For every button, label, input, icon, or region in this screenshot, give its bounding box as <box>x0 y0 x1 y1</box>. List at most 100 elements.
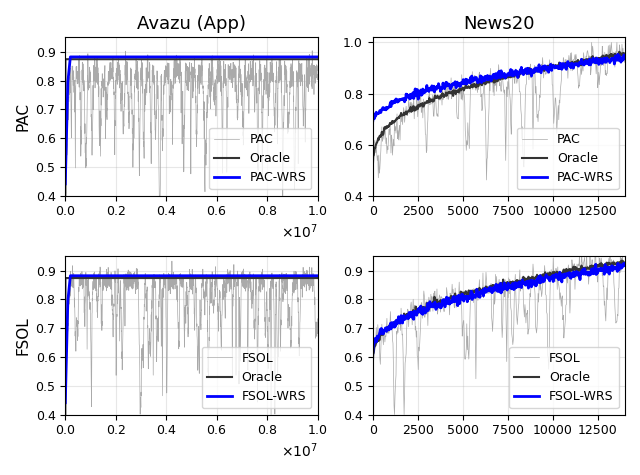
FSOL <box>520 300 527 305</box>
PAC <box>576 74 584 80</box>
FSOL-WRS <box>303 273 311 279</box>
Oracle <box>307 57 314 62</box>
PAC-WRS <box>490 72 498 78</box>
PAC-WRS <box>303 54 311 60</box>
FSOL-WRS <box>506 285 513 290</box>
Line: FSOL: FSOL <box>372 249 625 415</box>
FSOL <box>314 316 321 322</box>
Line: FSOL: FSOL <box>65 261 317 415</box>
Oracle <box>177 275 185 281</box>
PAC <box>616 46 624 52</box>
Oracle <box>575 266 583 272</box>
Oracle <box>490 282 498 288</box>
Oracle <box>260 275 268 281</box>
PAC-WRS <box>194 54 202 60</box>
Line: PAC: PAC <box>372 42 625 180</box>
FSOL <box>621 260 629 266</box>
FSOL <box>184 334 192 340</box>
PAC-WRS <box>621 54 629 59</box>
Oracle <box>61 57 69 62</box>
PAC-WRS <box>614 51 622 57</box>
FSOL-WRS <box>296 273 303 279</box>
FSOL-WRS <box>614 260 622 266</box>
Line: Oracle: Oracle <box>65 59 317 311</box>
PAC <box>483 177 490 183</box>
PAC <box>588 39 595 45</box>
FSOL <box>576 268 584 274</box>
PAC-WRS <box>61 181 69 187</box>
Oracle <box>307 57 314 62</box>
Oracle <box>621 52 629 57</box>
FSOL-WRS <box>616 264 623 269</box>
PAC-WRS <box>314 54 321 60</box>
Oracle <box>260 57 268 62</box>
Line: FSOL-WRS: FSOL-WRS <box>65 276 317 403</box>
Title: Avazu (App): Avazu (App) <box>137 15 246 33</box>
PAC <box>74 73 82 79</box>
Oracle <box>369 166 376 171</box>
Oracle <box>506 73 513 79</box>
Line: Oracle: Oracle <box>65 278 317 475</box>
FSOL <box>307 276 314 281</box>
Line: PAC-WRS: PAC-WRS <box>372 54 625 121</box>
PAC <box>520 160 527 166</box>
Line: Oracle: Oracle <box>372 52 625 169</box>
PAC-WRS <box>123 54 131 60</box>
Oracle <box>314 275 321 281</box>
FSOL <box>591 246 599 252</box>
Title: News20: News20 <box>463 15 534 33</box>
Line: PAC-WRS: PAC-WRS <box>65 57 317 184</box>
Oracle <box>616 49 623 55</box>
Legend: FSOL, Oracle, FSOL-WRS: FSOL, Oracle, FSOL-WRS <box>202 347 311 408</box>
PAC-WRS <box>519 68 527 74</box>
FSOL-WRS <box>369 351 376 356</box>
PAC-WRS <box>369 118 376 124</box>
PAC-WRS <box>67 54 74 60</box>
PAC-WRS <box>575 61 583 67</box>
Legend: FSOL, Oracle, FSOL-WRS: FSOL, Oracle, FSOL-WRS <box>509 347 619 408</box>
Oracle <box>184 57 192 62</box>
FSOL <box>74 321 82 327</box>
FSOL <box>616 270 624 275</box>
FSOL-WRS <box>490 287 498 293</box>
PAC <box>306 68 314 74</box>
Line: PAC: PAC <box>65 51 317 196</box>
Y-axis label: PAC: PAC <box>15 102 30 131</box>
PAC <box>621 54 629 60</box>
PAC-WRS <box>506 73 513 78</box>
Legend: PAC, Oracle, PAC-WRS: PAC, Oracle, PAC-WRS <box>517 128 619 190</box>
PAC <box>260 76 268 82</box>
FSOL <box>390 412 398 418</box>
PAC <box>308 48 316 54</box>
PAC <box>314 76 321 82</box>
Oracle <box>489 282 497 288</box>
PAC-WRS <box>214 54 222 60</box>
PAC-WRS <box>616 53 623 59</box>
FSOL <box>489 317 497 323</box>
Oracle <box>307 275 314 281</box>
Oracle <box>490 80 498 86</box>
Oracle <box>314 57 321 62</box>
FSOL-WRS <box>67 273 74 279</box>
Oracle <box>519 70 527 76</box>
FSOL-WRS <box>489 288 497 294</box>
Oracle <box>575 59 583 65</box>
Oracle <box>506 280 513 285</box>
FSOL <box>491 301 499 307</box>
Oracle <box>489 79 497 85</box>
FSOL <box>369 355 376 361</box>
PAC-WRS <box>296 54 303 60</box>
Oracle <box>307 275 314 281</box>
FSOL-WRS <box>113 273 120 279</box>
Oracle <box>74 275 82 281</box>
PAC-WRS <box>489 74 497 80</box>
FSOL <box>260 279 268 285</box>
Line: Oracle: Oracle <box>372 261 625 365</box>
FSOL-WRS <box>61 400 69 406</box>
PAC <box>177 93 185 99</box>
Oracle <box>618 258 626 264</box>
FSOL-WRS <box>123 273 131 279</box>
Oracle <box>74 57 82 62</box>
FSOL <box>177 280 185 285</box>
FSOL-WRS <box>314 273 321 279</box>
